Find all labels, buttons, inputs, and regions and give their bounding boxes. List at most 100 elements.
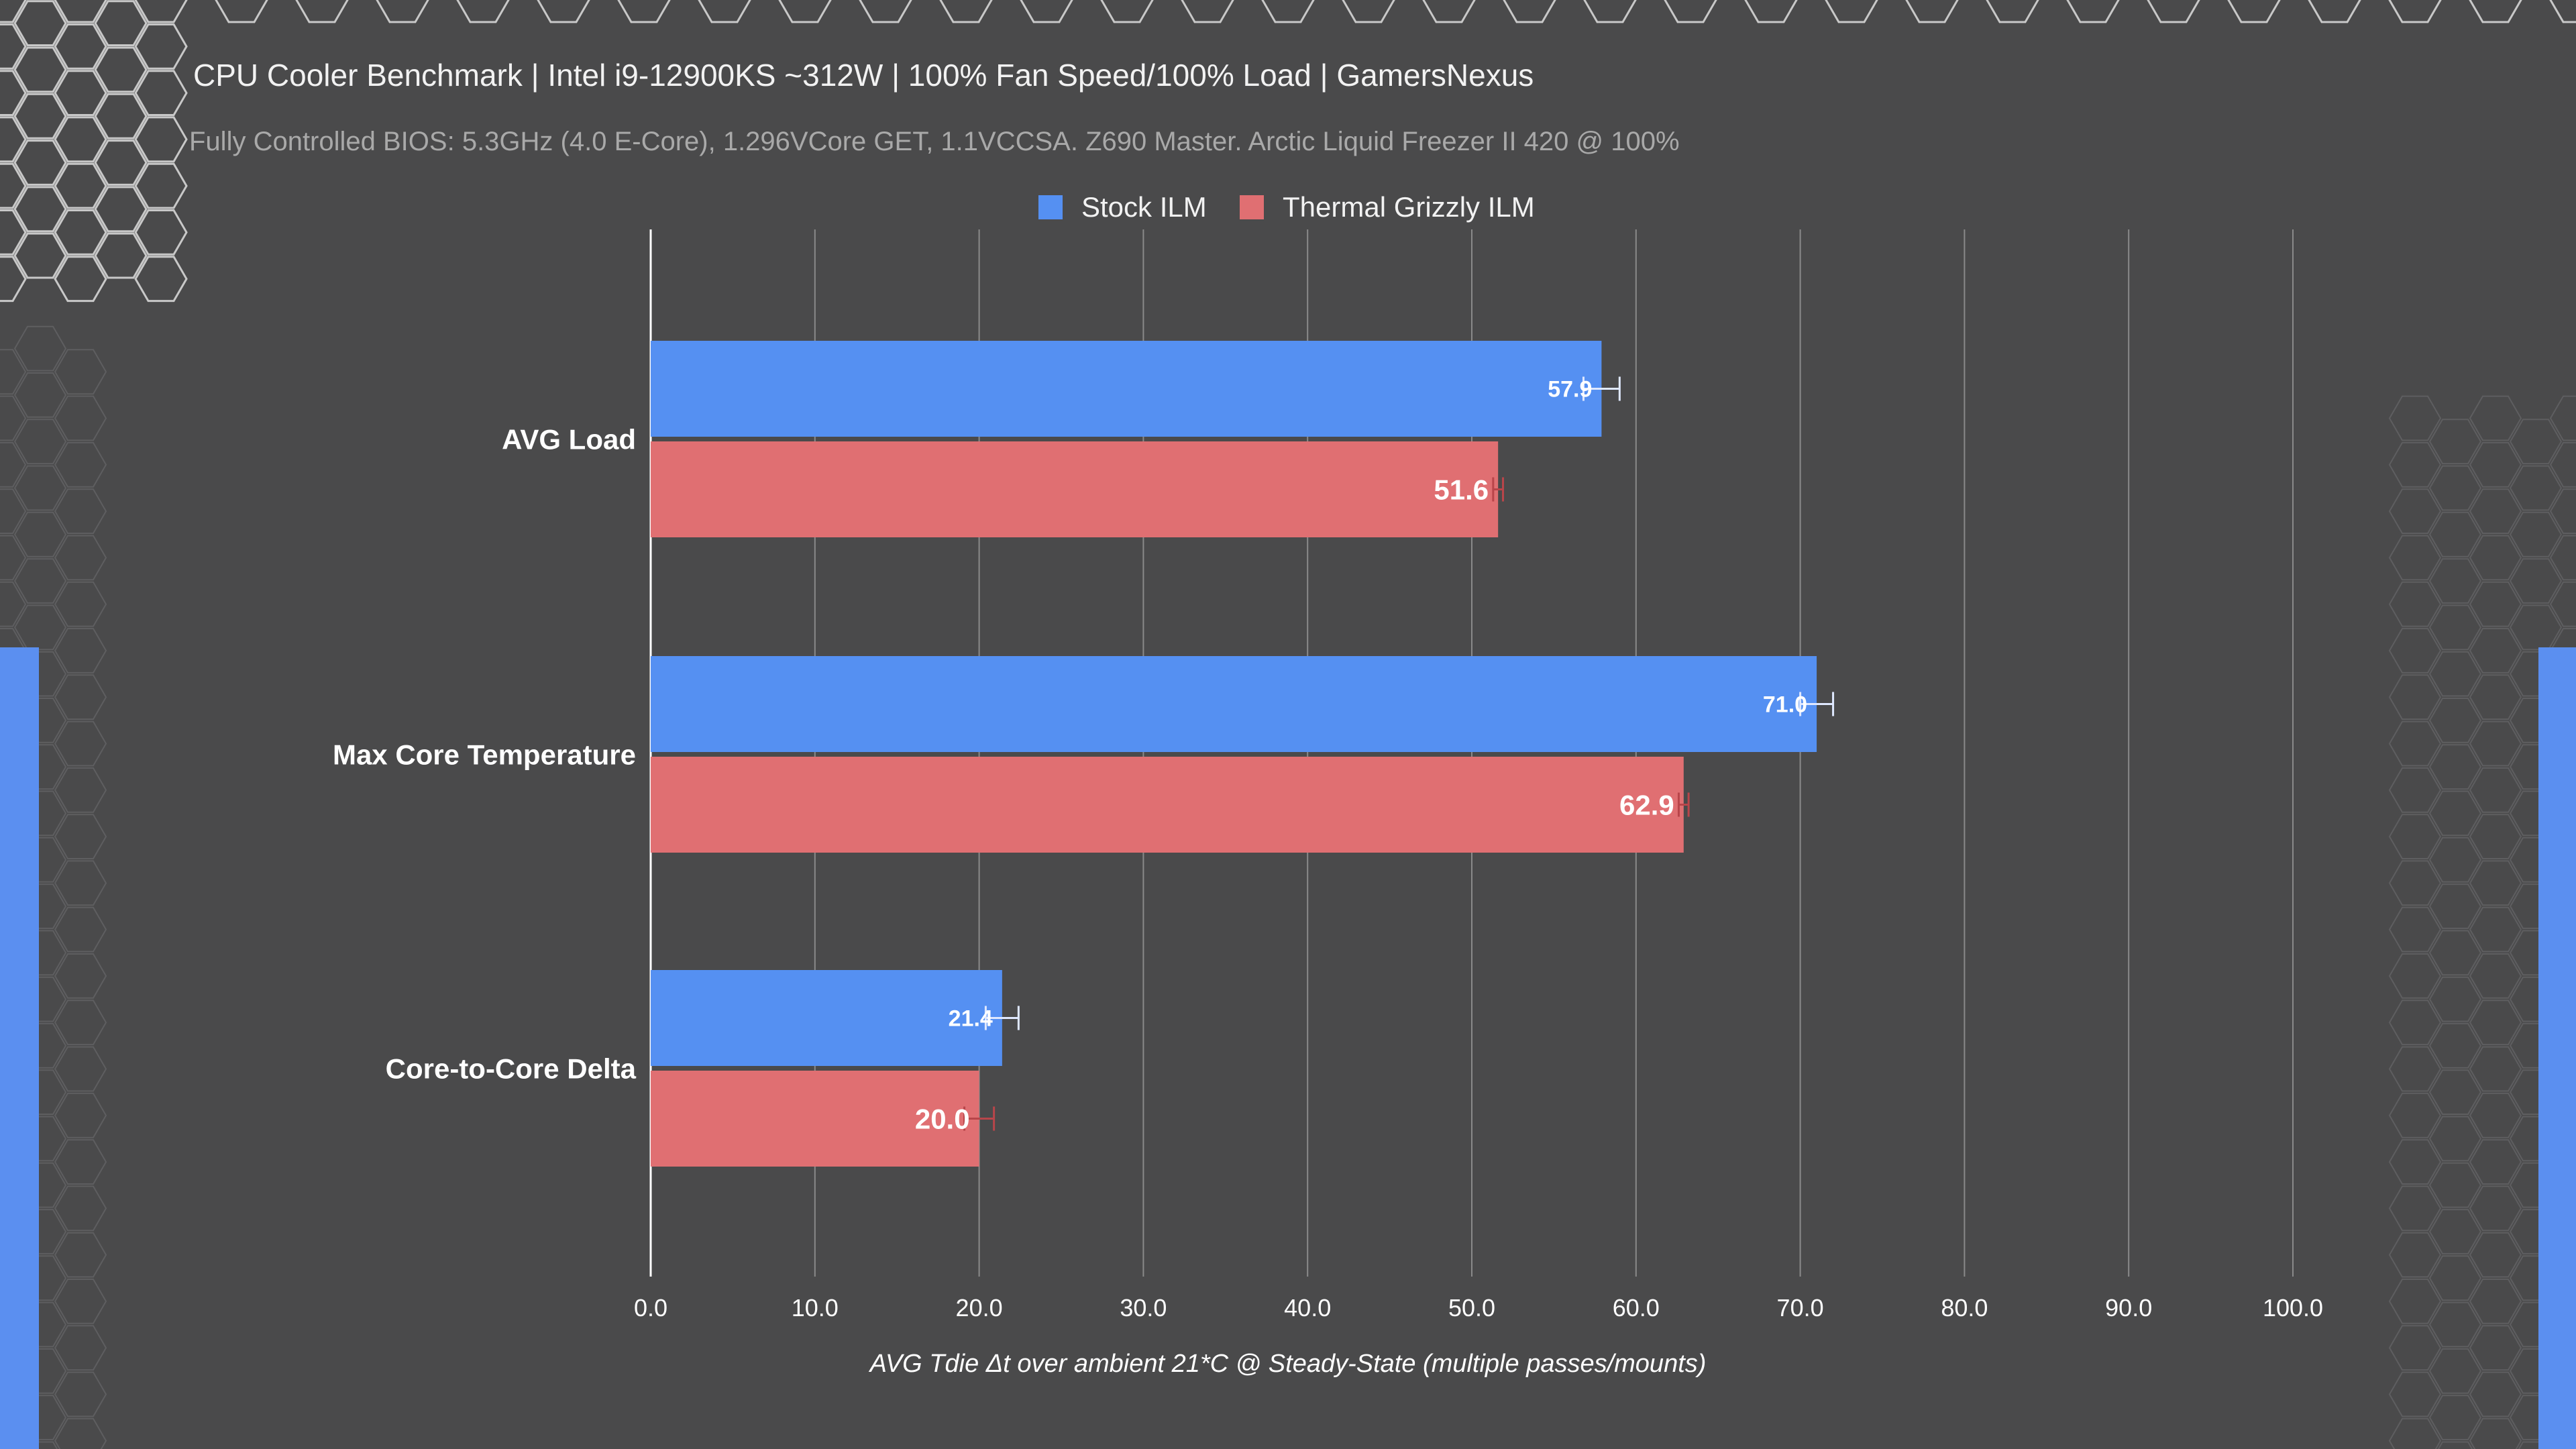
background-hexagon	[2388, 1279, 2442, 1324]
background-hexagon	[134, 116, 188, 163]
bar-thermal-0	[651, 441, 1499, 537]
background-hexagon	[1583, 0, 1637, 23]
background-hexagon	[54, 581, 107, 627]
category-labels: AVG Load Max Core Temperature Core-to-Core…	[333, 424, 637, 1085]
background-hexagon	[2388, 581, 2442, 627]
background-hexagon	[54, 860, 107, 906]
background-hexagon	[859, 0, 912, 23]
background-hexagon	[94, 93, 148, 140]
background-hexagon	[13, 604, 67, 651]
background-hexagon	[2509, 511, 2563, 557]
background-hexagon	[134, 256, 188, 303]
data-label-stock-2: 21.4	[949, 1006, 993, 1032]
background-hexagon	[2509, 465, 2563, 511]
background-hexagon	[2308, 0, 2361, 23]
background-hexagon	[13, 465, 67, 511]
background-hexagon	[2469, 674, 2522, 720]
x-tick-label: 100.0	[2263, 1294, 2323, 1322]
background-hexagon	[2428, 976, 2482, 1022]
background-hexagon	[54, 256, 107, 303]
background-hexagon	[1986, 0, 2039, 23]
background-hexagon	[94, 186, 148, 233]
background-hexagon	[2428, 930, 2482, 976]
background-hexagon	[0, 349, 27, 395]
background-hexagon	[2428, 883, 2482, 929]
background-hexagon	[2388, 674, 2442, 720]
background-hexagon	[617, 0, 671, 23]
background-hexagon	[2549, 535, 2576, 581]
background-hexagon	[54, 488, 107, 534]
background-hexagon	[2469, 535, 2522, 581]
background-hexagon	[54, 906, 107, 953]
background-hexagon	[2469, 860, 2522, 906]
background-hexagon	[2469, 720, 2522, 767]
x-tick-label: 40.0	[1284, 1294, 1331, 1322]
bars: 57.9 51.6 71.0 62.9 21.4 20.0	[651, 341, 1835, 1167]
background-hexagon	[2469, 814, 2522, 859]
background-hexagon	[2388, 1371, 2442, 1417]
background-hexagon	[2388, 906, 2442, 953]
background-hexagon	[94, 46, 148, 93]
background-hexagon	[134, 209, 188, 256]
background-hexagon	[2388, 860, 2442, 906]
background-hexagon	[0, 581, 27, 627]
background-hexagon	[2428, 651, 2482, 697]
data-label-thermal-0: 51.6	[1434, 474, 1489, 506]
background-hexagon	[13, 232, 67, 279]
background-hexagon	[2388, 767, 2442, 813]
background-hexagon	[2388, 1092, 2442, 1138]
background-hexagon	[2469, 488, 2522, 534]
background-hexagon	[1261, 0, 1315, 23]
background-hexagon	[94, 232, 148, 279]
background-hexagon	[2428, 1395, 2482, 1440]
background-hexagon	[2469, 441, 2522, 488]
background-hexagon	[2388, 1232, 2442, 1278]
background-hexagon	[13, 0, 67, 46]
background-hexagon	[2509, 558, 2563, 604]
background-hexagon	[0, 395, 27, 441]
background-hexagon	[1664, 0, 1717, 23]
background-hexagon	[54, 767, 107, 813]
background-hexagon	[54, 953, 107, 999]
x-tick-label: 90.0	[2105, 1294, 2152, 1322]
background-hexagon	[939, 0, 993, 23]
background-hexagon	[2428, 1209, 2482, 1254]
background-hexagon	[0, 488, 27, 534]
background-hexagon	[698, 0, 751, 23]
background-hexagon	[13, 558, 67, 604]
legend-label-stock: Stock ILM	[1081, 191, 1207, 223]
background-hexagon	[2549, 441, 2576, 488]
background-hexagon	[2388, 441, 2442, 488]
background-hexagon	[2388, 535, 2442, 581]
background-hexagon	[2469, 0, 2522, 23]
background-hexagon	[2469, 1000, 2522, 1046]
background-hexagon	[2469, 767, 2522, 813]
background-hexagon	[2428, 604, 2482, 651]
background-hexagon	[2469, 1185, 2522, 1232]
background-hexagon	[13, 372, 67, 418]
background-hexagon	[2549, 488, 2576, 534]
background-hexagon	[2147, 0, 2200, 23]
chart-subtitle: Fully Controlled BIOS: 5.3GHz (4.0 E-Cor…	[189, 127, 1680, 156]
bar-thermal-2	[651, 1071, 979, 1167]
x-tick-labels: 0.0 10.0 20.0 30.0 40.0 50.0 60.0 70.0 80.0 90.0 1…	[634, 1294, 2323, 1322]
background-hexagon	[54, 720, 107, 767]
background-hexagon	[13, 325, 67, 372]
background-hexagon	[1100, 0, 1154, 23]
background-hexagon	[2549, 395, 2576, 441]
data-label-thermal-2: 20.0	[915, 1104, 970, 1135]
x-tick-label: 20.0	[956, 1294, 1003, 1322]
background-hexagon	[54, 1139, 107, 1185]
background-hexagon	[537, 0, 590, 23]
background-hexagon	[134, 23, 188, 70]
background-hexagon	[2428, 558, 2482, 604]
background-hexagon	[2469, 953, 2522, 999]
data-label-stock-0: 57.9	[1548, 377, 1592, 402]
background-hexagon	[13, 511, 67, 557]
background-hexagon	[134, 0, 188, 23]
background-hexagon	[54, 162, 107, 209]
x-tick-label: 50.0	[1448, 1294, 1495, 1322]
background-hexagon	[54, 535, 107, 581]
background-hexagon	[2549, 581, 2576, 627]
